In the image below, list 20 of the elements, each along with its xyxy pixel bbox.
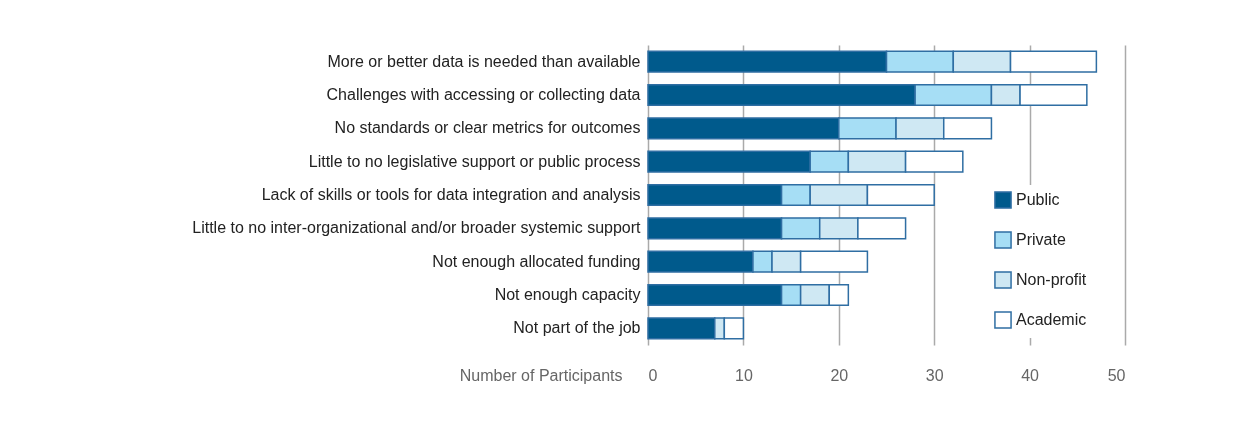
y-tick-label: More or better data is needed than available xyxy=(327,52,641,70)
x-tick-label: 30 xyxy=(925,366,944,384)
y-tick-label: Lack of skills or tools for data integration and analysis xyxy=(261,186,641,203)
legend-label: Public xyxy=(1016,191,1060,208)
y-tick-label: Not part of the job xyxy=(513,319,641,337)
x-tick-label: 0 xyxy=(648,366,658,384)
legend-label: Private xyxy=(1016,231,1066,248)
x-tick-label: 40 xyxy=(1021,366,1040,384)
y-tick-label: No standards or clear metrics for outcomes xyxy=(334,119,641,137)
y-tick-label: Challenges with accessing or collecting data xyxy=(326,86,641,103)
x-tick-label: 50 xyxy=(1107,366,1126,384)
x-axis-title: Number of Participants xyxy=(459,366,623,384)
x-tick-label: 10 xyxy=(735,366,753,384)
y-tick-label: Not enough capacity xyxy=(494,286,641,303)
y-tick-label: Not enough allocated funding xyxy=(432,252,641,270)
legend-label: Academic xyxy=(1016,311,1087,328)
y-tick-label: Little to no inter-organizational and/or broader systemic support xyxy=(192,219,642,237)
legend-label: Non-profit xyxy=(1016,271,1087,288)
x-tick-label: 20 xyxy=(830,366,849,384)
y-tick-label: Little to no legislative support or public process xyxy=(308,152,641,170)
